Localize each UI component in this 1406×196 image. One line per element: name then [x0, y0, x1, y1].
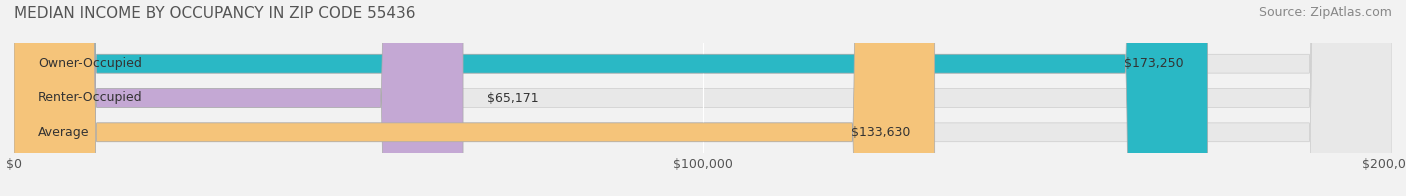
Text: Average: Average — [38, 126, 90, 139]
Text: $65,171: $65,171 — [486, 92, 538, 104]
FancyBboxPatch shape — [14, 0, 935, 196]
FancyBboxPatch shape — [14, 0, 1208, 196]
Text: Owner-Occupied: Owner-Occupied — [38, 57, 142, 70]
FancyBboxPatch shape — [14, 0, 1392, 196]
Text: $173,250: $173,250 — [1123, 57, 1184, 70]
Text: Renter-Occupied: Renter-Occupied — [38, 92, 143, 104]
FancyBboxPatch shape — [14, 0, 1392, 196]
FancyBboxPatch shape — [14, 0, 1392, 196]
Text: MEDIAN INCOME BY OCCUPANCY IN ZIP CODE 55436: MEDIAN INCOME BY OCCUPANCY IN ZIP CODE 5… — [14, 6, 416, 21]
FancyBboxPatch shape — [14, 0, 463, 196]
Text: $133,630: $133,630 — [851, 126, 911, 139]
Text: Source: ZipAtlas.com: Source: ZipAtlas.com — [1258, 6, 1392, 19]
